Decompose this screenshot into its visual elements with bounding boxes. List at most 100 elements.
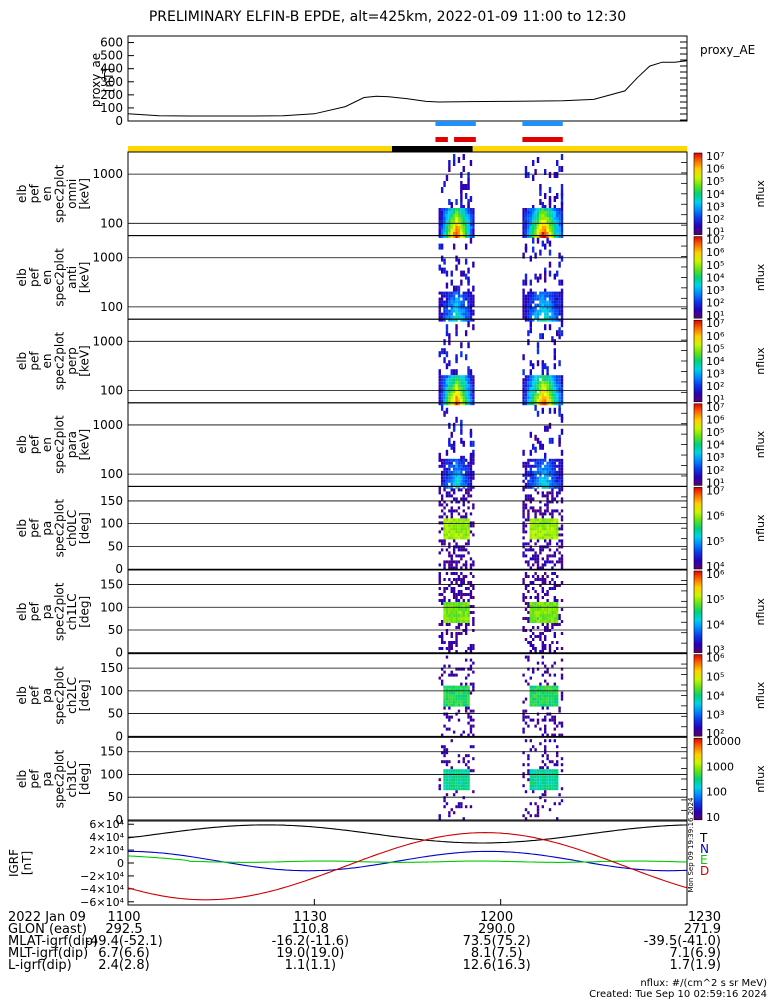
spectrogram-cell (541, 563, 545, 567)
spectrogram-cell (438, 500, 441, 504)
spectrogram-cell (541, 202, 545, 208)
spectrogram-cell (467, 232, 470, 235)
spectrogram-cell (539, 772, 542, 776)
spectrogram-cell (536, 721, 540, 725)
spectrogram-cell (455, 384, 458, 388)
spectrogram-cell (455, 473, 458, 477)
spectrogram-cell (529, 467, 533, 471)
spectrogram-cell (460, 437, 463, 444)
spectrogram-cell (527, 381, 530, 385)
spectrogram-cell (522, 536, 525, 540)
spectrogram-cell (448, 620, 451, 623)
spectrogram-cell (548, 324, 552, 331)
spectrogram-cell (551, 733, 554, 737)
spectrogram-cell (455, 781, 458, 785)
spectrogram-cell (558, 491, 561, 495)
spectrogram-cell (527, 542, 530, 546)
spectrogram-cell (558, 294, 561, 298)
spectrogram-cell (539, 476, 542, 480)
spectrogram-cell (443, 410, 446, 417)
spectrogram-cell (467, 754, 470, 758)
spectrogram-cell (438, 539, 441, 543)
spectrogram-cell (452, 369, 456, 376)
spectrogram-cell (457, 223, 461, 226)
spectrogram-cell (553, 533, 557, 537)
spectrogram-cell (553, 473, 557, 477)
spectrogram-cell (522, 775, 525, 779)
spectrogram-cell (462, 548, 465, 552)
spectrogram-cell (551, 226, 554, 229)
spectrogram-cell (548, 393, 552, 397)
spectrogram-cell (553, 700, 557, 704)
spectrogram-cell (443, 769, 446, 773)
spectrogram-cell (539, 530, 542, 534)
spectrogram-cell (440, 470, 444, 474)
spectrogram-cell (445, 614, 449, 617)
spectrogram-cell (455, 402, 458, 406)
spectrogram-cell (558, 482, 561, 486)
spectrogram-cell (544, 297, 547, 301)
spectrogram-cell (541, 566, 545, 570)
spectrogram-cell (548, 518, 552, 522)
spectrogram-cell (529, 527, 533, 531)
spectrogram-cell (544, 193, 547, 199)
spectrogram-cell (457, 387, 461, 391)
spectrogram-cell (455, 318, 458, 322)
spectrogram-cell (541, 700, 545, 704)
spectrogram-cell (558, 390, 561, 394)
spectrogram-cell (527, 464, 530, 468)
axis-value-col0-row4: 2.4(2.8) (98, 958, 150, 973)
colorbar-tick-label: 10⁵ (706, 535, 724, 548)
spectrogram-cell (440, 733, 444, 737)
spectrogram-cell (467, 667, 470, 671)
spectrogram-cell (460, 312, 463, 316)
spectrogram-cell (532, 530, 535, 534)
spectrogram-cell (539, 396, 542, 400)
spectrogram-cell (544, 536, 547, 540)
spectrogram-cell (524, 530, 528, 534)
spectrogram-cell (450, 488, 453, 492)
spectrogram-cell (455, 297, 458, 301)
spectrogram-cell (529, 521, 533, 525)
spectrogram-cell (469, 217, 473, 220)
spectrogram-cell (464, 682, 468, 686)
spectrogram-cell (546, 733, 549, 737)
spectrogram-cell (544, 533, 547, 537)
spectrogram-cell (469, 805, 473, 809)
spectrogram-cell (524, 294, 528, 298)
spectrogram-cell (534, 384, 537, 388)
spectrogram-ytick-label: 150 (100, 745, 123, 759)
spectrogram-cell (440, 291, 444, 295)
spectrogram-cell (522, 312, 525, 316)
spectrogram-cell (541, 548, 545, 552)
spectrogram-cell (553, 303, 557, 307)
spectrogram-cell (534, 554, 537, 558)
spectrogram-cell (556, 232, 559, 235)
spectrogram-cell (553, 691, 557, 695)
spectrogram-cell (450, 700, 453, 704)
spectrogram-ylabel-line: elb (15, 603, 29, 621)
spectrogram-cell (443, 524, 446, 528)
spectrogram-cell (546, 208, 549, 211)
spectrogram-cell (539, 548, 542, 552)
spectrogram-cell (460, 351, 463, 358)
spectrogram-cell (457, 384, 461, 388)
spectrogram-cell (546, 527, 549, 531)
spectrogram-cell (544, 664, 547, 668)
spectrogram-cell (448, 208, 451, 211)
spectrogram-cell (524, 697, 528, 701)
spectrogram-cell (443, 393, 446, 397)
spectrogram-cell (455, 572, 458, 575)
spectrogram-ylabel-line: spec2plot (53, 666, 67, 725)
spectrogram-cell (450, 214, 453, 217)
spectrogram-cell (553, 769, 557, 773)
spectrogram-cell (440, 255, 444, 262)
spectrogram-cell (534, 530, 537, 534)
spectrogram-cell (457, 524, 461, 528)
spectrogram-cell (536, 402, 540, 406)
spectrogram-cell (445, 461, 449, 465)
spectrogram-cell (455, 703, 458, 707)
spectrogram-cell (539, 300, 542, 304)
spectrogram-cell (544, 670, 547, 674)
spectrogram-cell (546, 461, 549, 465)
